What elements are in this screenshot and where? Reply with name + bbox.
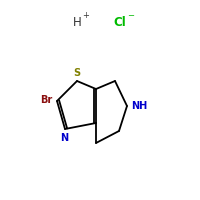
Text: Br: Br [40, 95, 52, 105]
Text: H: H [73, 17, 82, 29]
Text: +: + [83, 11, 89, 20]
Text: Cl: Cl [113, 17, 126, 29]
Text: N: N [60, 133, 68, 143]
Text: −: − [127, 11, 134, 20]
Text: S: S [73, 68, 81, 78]
Text: NH: NH [131, 101, 148, 111]
